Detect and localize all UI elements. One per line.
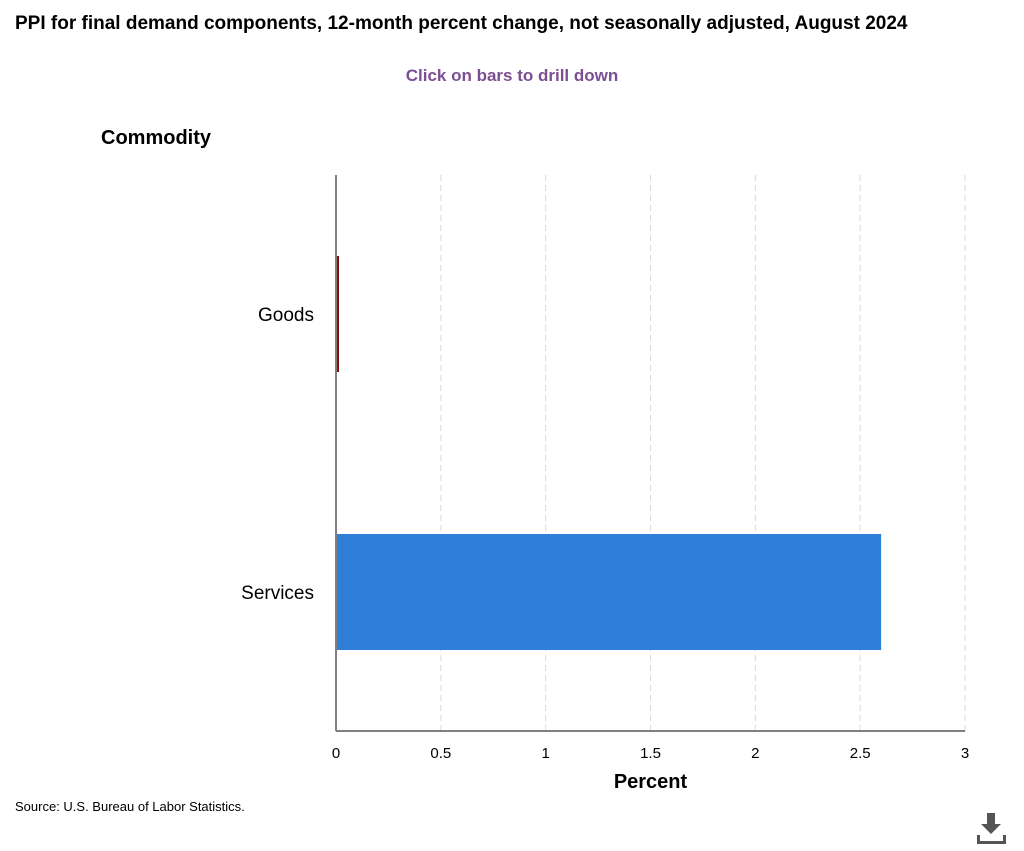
bar-chart: Goods Services 0 0.5 1 1.5 2 2.5 3 Percent <box>241 175 969 793</box>
x-tick-label: 3 <box>961 745 969 762</box>
x-tick-label: 2.5 <box>850 745 871 762</box>
x-tick-label: 0 <box>332 745 340 762</box>
x-tick-label: 1.5 <box>640 745 661 762</box>
bar-goods[interactable] <box>336 256 339 372</box>
x-axis-title: Percent <box>614 771 688 793</box>
download-icon <box>977 813 1006 844</box>
bar-services[interactable] <box>336 534 882 650</box>
source-note: Source: U.S. Bureau of Labor Statistics. <box>15 799 245 814</box>
y-axis-title: Commodity <box>101 127 211 149</box>
x-tick-label: 2 <box>751 745 759 762</box>
category-label-services: Services <box>241 583 314 604</box>
drill-down-hint[interactable]: Click on bars to drill down <box>405 66 619 85</box>
x-tick-label: 1 <box>541 745 549 762</box>
download-button[interactable] <box>972 810 1012 846</box>
chart-title: PPI for final demand components, 12-mont… <box>15 13 908 34</box>
category-label-goods: Goods <box>258 305 314 326</box>
x-tick-label: 0.5 <box>430 745 451 762</box>
